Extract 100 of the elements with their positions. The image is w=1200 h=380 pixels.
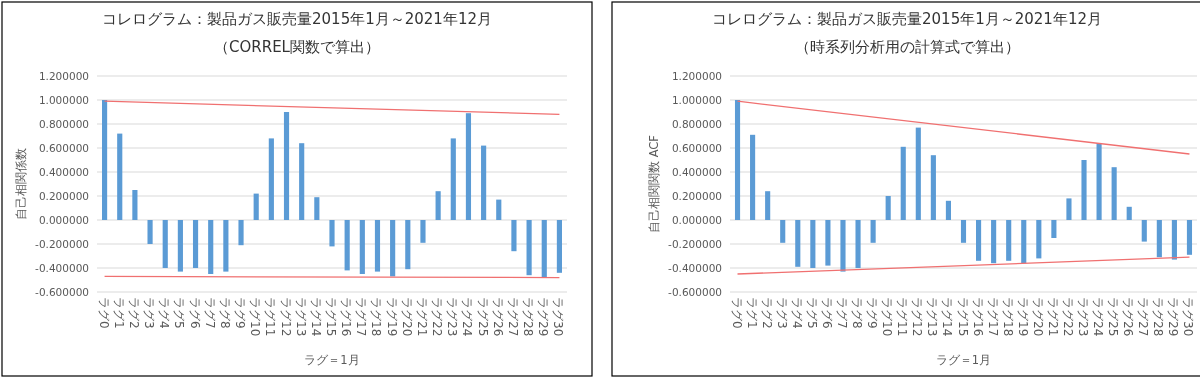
x-tick-label: ラグ16 <box>339 297 354 337</box>
bar <box>132 190 138 220</box>
x-tick-label: ラグ13 <box>925 297 940 337</box>
bar <box>825 220 831 266</box>
x-tick-label: ラグ0 <box>96 297 111 329</box>
x-tick-label: ラグ8 <box>850 297 865 329</box>
y-tick-label: -0.400000 <box>668 262 722 274</box>
bar <box>1066 198 1072 220</box>
x-tick-label: ラグ22 <box>1060 297 1075 337</box>
y-tick-label: 1.200000 <box>38 70 89 82</box>
x-tick-label: ラグ20 <box>399 297 414 337</box>
y-tick-label: 0.800000 <box>38 118 89 130</box>
x-tick-label: ラグ19 <box>384 297 399 337</box>
x-tick-label: ラグ26 <box>490 297 505 337</box>
bar <box>780 220 786 243</box>
y-tick-label: 0.400000 <box>38 166 89 178</box>
bar <box>374 220 381 272</box>
x-tick-label: ラグ5 <box>172 297 187 329</box>
bar <box>541 220 547 278</box>
y-tick-label: 0.200000 <box>671 190 722 202</box>
bar <box>976 220 982 261</box>
y-tick-label: 0.600000 <box>38 142 89 154</box>
bar <box>162 220 168 268</box>
x-tick-label: ラグ10 <box>880 297 895 337</box>
bar <box>960 220 967 243</box>
x-tick-label: ラグ6 <box>819 297 834 329</box>
x-tick-label: ラグ28 <box>521 297 536 337</box>
x-tick-label: ラグ28 <box>1151 297 1166 337</box>
bar <box>450 138 456 220</box>
y-tick-label: 1.200000 <box>671 70 722 82</box>
x-tick-label: ラグ17 <box>985 297 1000 337</box>
y-tick-label: 0.000000 <box>38 214 89 226</box>
x-tick-label: ラグ6 <box>187 297 202 329</box>
bar <box>750 134 756 220</box>
bar <box>1111 167 1117 220</box>
x-tick-label: ラグ9 <box>865 297 880 329</box>
bar <box>481 145 487 220</box>
x-tick-label: ラグ29 <box>1166 297 1181 337</box>
y-tick-label: -0.400000 <box>35 262 89 274</box>
y-tick-label: 0.400000 <box>671 166 722 178</box>
bar <box>1126 206 1132 220</box>
y-tick-label: 1.000000 <box>671 94 722 106</box>
x-tick-label: ラグ7 <box>202 297 217 329</box>
x-tick-label: ラグ8 <box>217 297 232 329</box>
bar <box>223 220 229 272</box>
bar <box>177 220 183 272</box>
x-tick-label: ラグ22 <box>430 297 445 337</box>
x-tick-label: ラグ5 <box>804 297 819 329</box>
bar <box>870 220 876 243</box>
bar <box>1156 220 1162 258</box>
x-tick-label: ラグ4 <box>157 297 172 329</box>
x-tick-label: ラグ19 <box>1015 297 1030 337</box>
bar <box>765 191 771 220</box>
bar <box>359 220 365 274</box>
bar <box>1006 220 1012 261</box>
x-tick-label: ラグ18 <box>1000 297 1015 337</box>
x-tick-label: ラグ15 <box>324 297 338 337</box>
x-tick-label: ラグ20 <box>1030 297 1045 337</box>
y-tick-label: 0.000000 <box>671 214 722 226</box>
x-tick-label: ラグ24 <box>460 297 475 337</box>
chart-subtitle: （CORREL関数で算出） <box>214 38 380 56</box>
bar <box>526 220 532 276</box>
x-tick-label: ラグ16 <box>970 297 985 337</box>
y-tick-label: -0.200000 <box>668 238 722 250</box>
x-tick-label: ラグ30 <box>551 297 566 337</box>
x-tick-label: ラグ13 <box>293 297 308 337</box>
bar <box>855 220 861 268</box>
x-tick-label: ラグ9 <box>233 297 248 329</box>
x-tick-label: ラグ10 <box>248 297 263 337</box>
x-tick-label: ラグ18 <box>369 297 384 337</box>
bar <box>496 199 502 220</box>
x-tick-label: ラグ29 <box>536 297 551 337</box>
bar <box>810 220 816 268</box>
bar <box>511 220 517 252</box>
bar <box>1096 143 1102 220</box>
chart-subtitle: （時系列分析用の計算式で算出） <box>794 38 1020 56</box>
bar <box>930 155 936 220</box>
bar <box>1081 160 1087 220</box>
bar <box>945 200 951 220</box>
chart-title: コレログラム：製品ガス販売量2015年1月～2021年12月 <box>712 10 1102 28</box>
x-tick-label: ラグ24 <box>1091 297 1106 337</box>
y-tick-label: 0.600000 <box>671 142 722 154</box>
bar <box>314 197 320 220</box>
x-tick-label: ラグ3 <box>774 297 789 329</box>
y-tick-label: 0.200000 <box>38 190 89 202</box>
y-tick-label: -0.600000 <box>35 286 89 298</box>
bar <box>147 220 153 244</box>
x-tick-label: ラグ11 <box>895 297 910 337</box>
x-tick-label: ラグ1 <box>111 297 126 329</box>
bar <box>420 220 426 243</box>
bar <box>795 220 801 267</box>
bar <box>344 220 350 271</box>
x-tick-label: ラグ23 <box>445 297 460 337</box>
y-tick-label: -0.200000 <box>35 238 89 250</box>
x-tick-label: ラグ0 <box>729 297 744 329</box>
y-tick-label: 0.800000 <box>671 118 722 130</box>
bar <box>299 143 305 220</box>
x-tick-label: ラグ23 <box>1076 297 1091 337</box>
x-tick-label: ラグ2 <box>126 297 141 329</box>
bar <box>192 220 199 268</box>
